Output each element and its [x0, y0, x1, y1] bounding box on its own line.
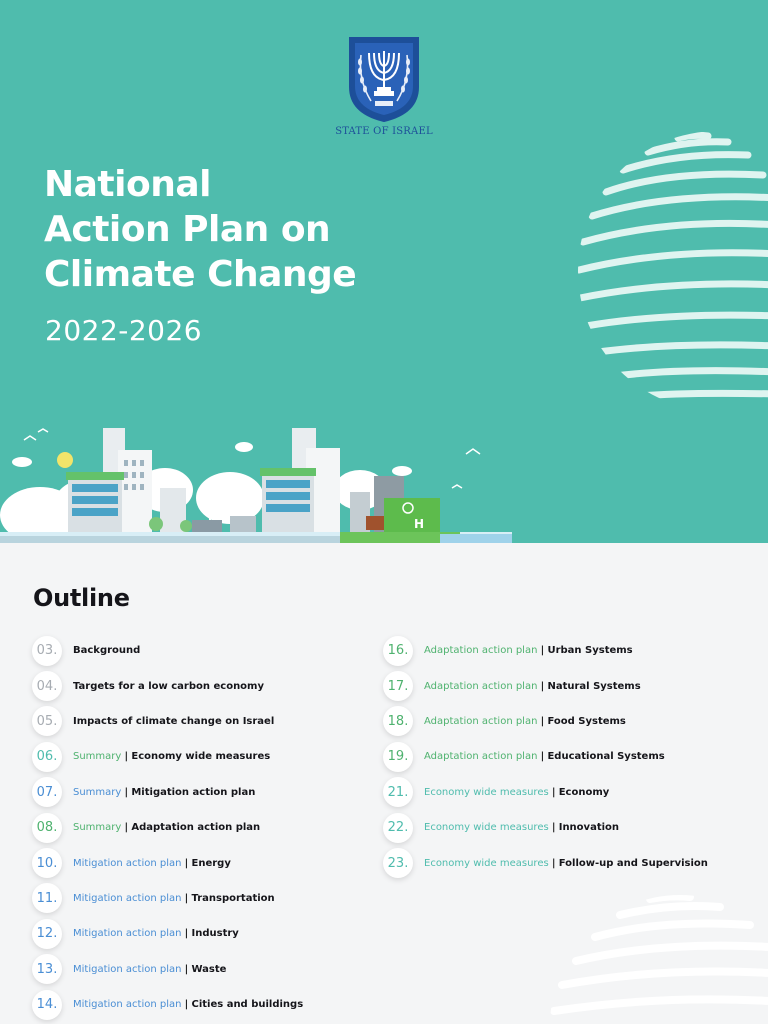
outline-category: Economy wide measures — [424, 786, 549, 798]
page-number: 14. — [32, 989, 62, 1020]
outline-item[interactable]: 21. Economy wide measures | Economy — [383, 775, 708, 810]
outline-category: Summary — [73, 786, 122, 798]
outline-category: Adaptation action plan — [424, 645, 538, 657]
page-number: 12. — [32, 918, 62, 949]
outline-category: Adaptation action plan — [424, 751, 538, 763]
outline-column-left: 03. Background 04. Targets for a low car… — [32, 633, 303, 1022]
outline-item[interactable]: 05. Impacts of climate change on Israel — [32, 704, 303, 739]
outline-item[interactable]: 04. Targets for a low carbon economy — [32, 668, 303, 703]
outline-topic: Cities and buildings — [191, 999, 304, 1011]
page-number: 17. — [383, 671, 413, 702]
svg-text:H: H — [414, 517, 424, 531]
outline-topic: Food Systems — [547, 715, 626, 727]
document-title: National Action Plan on Climate Change — [44, 162, 357, 297]
page-number: 07. — [32, 777, 62, 808]
outline-category: Adaptation action plan — [424, 715, 538, 727]
outline-category: Mitigation action plan — [73, 857, 182, 869]
outline-item[interactable]: 06. Summary | Economy wide measures — [32, 739, 303, 774]
outline-item[interactable]: 16. Adaptation action plan | Urban Syste… — [383, 633, 708, 668]
state-emblem-icon — [349, 37, 419, 123]
outline-category: Summary — [73, 822, 122, 834]
outline-item[interactable]: 10. Mitigation action plan | Energy — [32, 845, 303, 880]
page-number: 13. — [32, 954, 62, 985]
outline-category: Mitigation action plan — [73, 963, 182, 975]
outline-item[interactable]: 03. Background — [32, 633, 303, 668]
outline-heading: Outline — [33, 584, 130, 612]
outline-item[interactable]: 12. Mitigation action plan | Industry — [32, 916, 303, 951]
striped-globe-icon — [578, 131, 768, 400]
outline-topic: Innovation — [558, 822, 620, 834]
outline-column-right: 16. Adaptation action plan | Urban Syste… — [383, 633, 708, 881]
cover-hero: STATE OF ISRAEL National Action Plan on … — [0, 0, 768, 543]
page-number: 04. — [32, 671, 62, 702]
outline-item[interactable]: 11. Mitigation action plan | Transportat… — [32, 881, 303, 916]
outline-category: Economy wide measures — [424, 857, 549, 869]
outline-topic: Impacts of climate change on Israel — [73, 715, 275, 727]
page-number: 22. — [383, 812, 413, 843]
outline-category: Economy wide measures — [424, 822, 549, 834]
outline-topic: Economy wide measures — [131, 751, 271, 763]
outline-topic: Mitigation action plan — [131, 786, 256, 798]
page-number: 19. — [383, 741, 413, 772]
outline-topic: Educational Systems — [547, 751, 665, 763]
outline-item[interactable]: 18. Adaptation action plan | Food System… — [383, 704, 708, 739]
outline-topic: Economy — [558, 786, 610, 798]
emblem-caption: STATE OF ISRAEL — [335, 126, 433, 137]
outline-category: Mitigation action plan — [73, 999, 182, 1011]
page-number: 18. — [383, 706, 413, 737]
outline-topic: Natural Systems — [547, 680, 641, 692]
outline-topic: Follow-up and Supervision — [558, 857, 708, 869]
page-number: 08. — [32, 812, 62, 843]
cityscape-illustration: H — [0, 428, 512, 543]
outline-item[interactable]: 07. Summary | Mitigation action plan — [32, 775, 303, 810]
page-number: 03. — [32, 635, 62, 666]
title-line: Action Plan on — [44, 209, 331, 250]
outline-topic: Industry — [191, 928, 239, 940]
decorative-globe-icon — [550, 895, 768, 1015]
outline-item[interactable]: 23. Economy wide measures | Follow-up an… — [383, 845, 708, 880]
title-line: Climate Change — [44, 254, 357, 295]
page-number: 23. — [383, 848, 413, 879]
outline-topic: Energy — [191, 857, 231, 869]
outline-topic: Background — [73, 645, 141, 657]
outline-topic: Targets for a low carbon economy — [73, 680, 264, 692]
outline-item[interactable]: 22. Economy wide measures | Innovation — [383, 810, 708, 845]
outline-category: Adaptation action plan — [424, 680, 538, 692]
page-number: 21. — [383, 777, 413, 808]
outline-item[interactable]: 08. Summary | Adaptation action plan — [32, 810, 303, 845]
title-line: National — [44, 164, 211, 205]
outline-topic: Transportation — [191, 892, 275, 904]
page-number: 16. — [383, 635, 413, 666]
outline-item[interactable]: 19. Adaptation action plan | Educational… — [383, 739, 708, 774]
page-number: 11. — [32, 883, 62, 914]
plan-years: 2022-2026 — [45, 314, 203, 347]
outline-topic: Urban Systems — [547, 645, 633, 657]
outline-topic: Waste — [191, 963, 227, 975]
page-number: 05. — [32, 706, 62, 737]
outline-category: Summary — [73, 751, 122, 763]
outline-item[interactable]: 14. Mitigation action plan | Cities and … — [32, 987, 303, 1022]
page-number: 06. — [32, 741, 62, 772]
outline-item[interactable]: 17. Adaptation action plan | Natural Sys… — [383, 668, 708, 703]
outline-category: Mitigation action plan — [73, 892, 182, 904]
outline-topic: Adaptation action plan — [131, 822, 261, 834]
outline-item[interactable]: 13. Mitigation action plan | Waste — [32, 952, 303, 987]
page-number: 10. — [32, 848, 62, 879]
outline-category: Mitigation action plan — [73, 928, 182, 940]
